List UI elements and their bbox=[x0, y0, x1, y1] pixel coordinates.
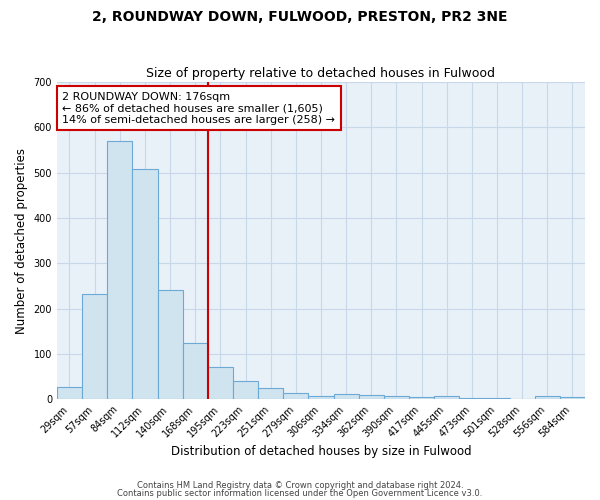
Bar bbox=[384, 396, 409, 399]
X-axis label: Distribution of detached houses by size in Fulwood: Distribution of detached houses by size … bbox=[170, 444, 471, 458]
Bar bbox=[208, 368, 233, 399]
Text: Contains public sector information licensed under the Open Government Licence v3: Contains public sector information licen… bbox=[118, 488, 482, 498]
Bar bbox=[233, 381, 258, 399]
Bar bbox=[133, 169, 158, 399]
Bar bbox=[560, 397, 585, 399]
Bar bbox=[258, 388, 283, 399]
Text: Contains HM Land Registry data © Crown copyright and database right 2024.: Contains HM Land Registry data © Crown c… bbox=[137, 481, 463, 490]
Bar bbox=[409, 397, 434, 399]
Bar bbox=[283, 394, 308, 399]
Bar bbox=[57, 387, 82, 399]
Bar bbox=[107, 141, 133, 399]
Bar bbox=[484, 398, 509, 399]
Bar bbox=[359, 394, 384, 399]
Bar bbox=[158, 290, 182, 399]
Bar bbox=[434, 396, 459, 399]
Bar bbox=[182, 342, 208, 399]
Y-axis label: Number of detached properties: Number of detached properties bbox=[15, 148, 28, 334]
Bar bbox=[535, 396, 560, 399]
Bar bbox=[334, 394, 359, 399]
Title: Size of property relative to detached houses in Fulwood: Size of property relative to detached ho… bbox=[146, 66, 496, 80]
Text: 2, ROUNDWAY DOWN, FULWOOD, PRESTON, PR2 3NE: 2, ROUNDWAY DOWN, FULWOOD, PRESTON, PR2 … bbox=[92, 10, 508, 24]
Bar bbox=[82, 294, 107, 399]
Bar bbox=[459, 398, 484, 399]
Bar bbox=[308, 396, 334, 399]
Text: 2 ROUNDWAY DOWN: 176sqm
← 86% of detached houses are smaller (1,605)
14% of semi: 2 ROUNDWAY DOWN: 176sqm ← 86% of detache… bbox=[62, 92, 335, 125]
